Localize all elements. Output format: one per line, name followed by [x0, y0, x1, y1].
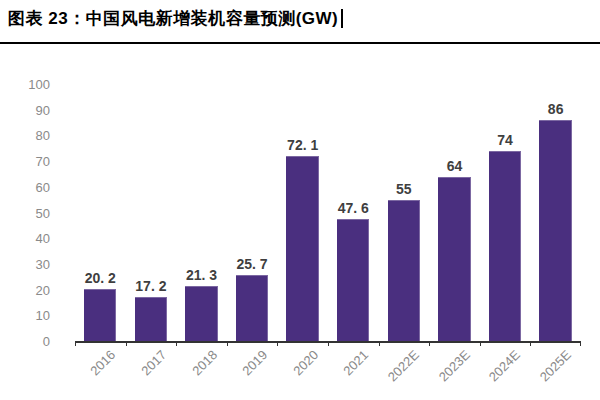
axis-tick-mark	[227, 341, 228, 346]
title-underline	[0, 42, 600, 44]
figure-header: 图表 23：中国风电新增装机容量预测(GW)	[0, 0, 600, 42]
bar	[236, 275, 268, 341]
x-axis-tick-label: 2023E	[436, 348, 472, 384]
bar	[84, 289, 116, 341]
axis-tick-mark	[277, 341, 278, 346]
figure-title-text: 图表 23：中国风电新增装机容量预测(GW)	[8, 9, 338, 28]
axis-tick-mark	[328, 341, 329, 346]
axis-tick-mark	[480, 341, 481, 346]
bar-value-label: 17. 2	[135, 279, 166, 293]
bar-column: 642023E	[429, 84, 480, 341]
axis-tick-mark	[126, 341, 127, 346]
plot-area: 20. 2201617. 2201721. 3201825. 7201972. …	[75, 84, 581, 343]
x-axis-tick-label: 2018	[189, 348, 219, 378]
x-axis-tick-label: 2025E	[537, 348, 573, 384]
y-axis: 0102030405060708090100	[0, 84, 58, 341]
bar-value-label: 64	[447, 159, 463, 173]
axis-tick-mark	[379, 341, 380, 346]
bar-value-label: 25. 7	[237, 257, 268, 271]
bar	[337, 219, 369, 341]
bar	[388, 200, 420, 341]
bar-value-label: 74	[497, 133, 513, 147]
x-axis-tick-label: 2019	[240, 348, 270, 378]
axis-tick-mark	[75, 341, 76, 346]
y-axis-tick-label: 50	[36, 206, 50, 219]
bar-value-label: 55	[396, 182, 412, 196]
axis-tick-mark	[176, 341, 177, 346]
x-axis-tick-label: 2016	[88, 348, 118, 378]
x-axis-tick-label: 2017	[139, 348, 169, 378]
bar-column: 25. 72019	[227, 84, 278, 341]
x-axis-tick-label: 2021	[341, 348, 371, 378]
bar-column: 17. 22017	[126, 84, 177, 341]
bar-column: 742024E	[480, 84, 531, 341]
x-axis-tick-label: 2020	[291, 348, 321, 378]
plot-columns: 20. 2201617. 2201721. 3201825. 7201972. …	[75, 84, 581, 341]
bar	[135, 297, 167, 341]
y-axis-tick-label: 80	[36, 129, 50, 142]
text-cursor	[341, 9, 343, 28]
bar-column: 20. 22016	[75, 84, 126, 341]
bar-value-label: 20. 2	[85, 271, 116, 285]
bar-column: 21. 32018	[176, 84, 227, 341]
bar	[185, 286, 217, 341]
bar	[489, 151, 521, 341]
document-page: 图表 23：中国风电新增装机容量预测(GW) 0 10 20 30 40 50 60 70 80…	[0, 0, 600, 400]
axis-tick-mark	[429, 341, 430, 346]
bar	[286, 156, 318, 341]
y-axis-tick-label: 90	[36, 103, 50, 116]
x-axis-tick-label: 2022E	[386, 348, 422, 384]
x-axis-tick-label: 2024E	[487, 348, 523, 384]
bar-column: 47. 62021	[328, 84, 379, 341]
figure-title: 图表 23：中国风电新增装机容量预测(GW)	[8, 7, 343, 30]
y-axis-tick-label: 10	[36, 309, 50, 322]
bar	[438, 177, 470, 341]
bar	[539, 120, 571, 341]
bar-column: 72. 12020	[277, 84, 328, 341]
y-axis-tick-label: 20	[36, 283, 50, 296]
x-axis-ticks	[75, 341, 581, 347]
bar-value-label: 21. 3	[186, 268, 217, 282]
bar-value-label: 47. 6	[338, 201, 369, 215]
y-axis-tick-label: 0	[43, 335, 50, 348]
axis-tick-mark	[580, 341, 581, 346]
y-axis-tick-label: 100	[28, 78, 50, 91]
axis-tick-mark	[530, 341, 531, 346]
y-axis-tick-label: 30	[36, 257, 50, 270]
bar-column: 862025E	[530, 84, 581, 341]
bar-value-label: 72. 1	[287, 138, 318, 152]
bar-column: 552022E	[379, 84, 430, 341]
bar-value-label: 86	[548, 102, 564, 116]
y-axis-tick-label: 70	[36, 155, 50, 168]
y-axis-tick-label: 40	[36, 232, 50, 245]
y-axis-tick-label: 60	[36, 180, 50, 193]
